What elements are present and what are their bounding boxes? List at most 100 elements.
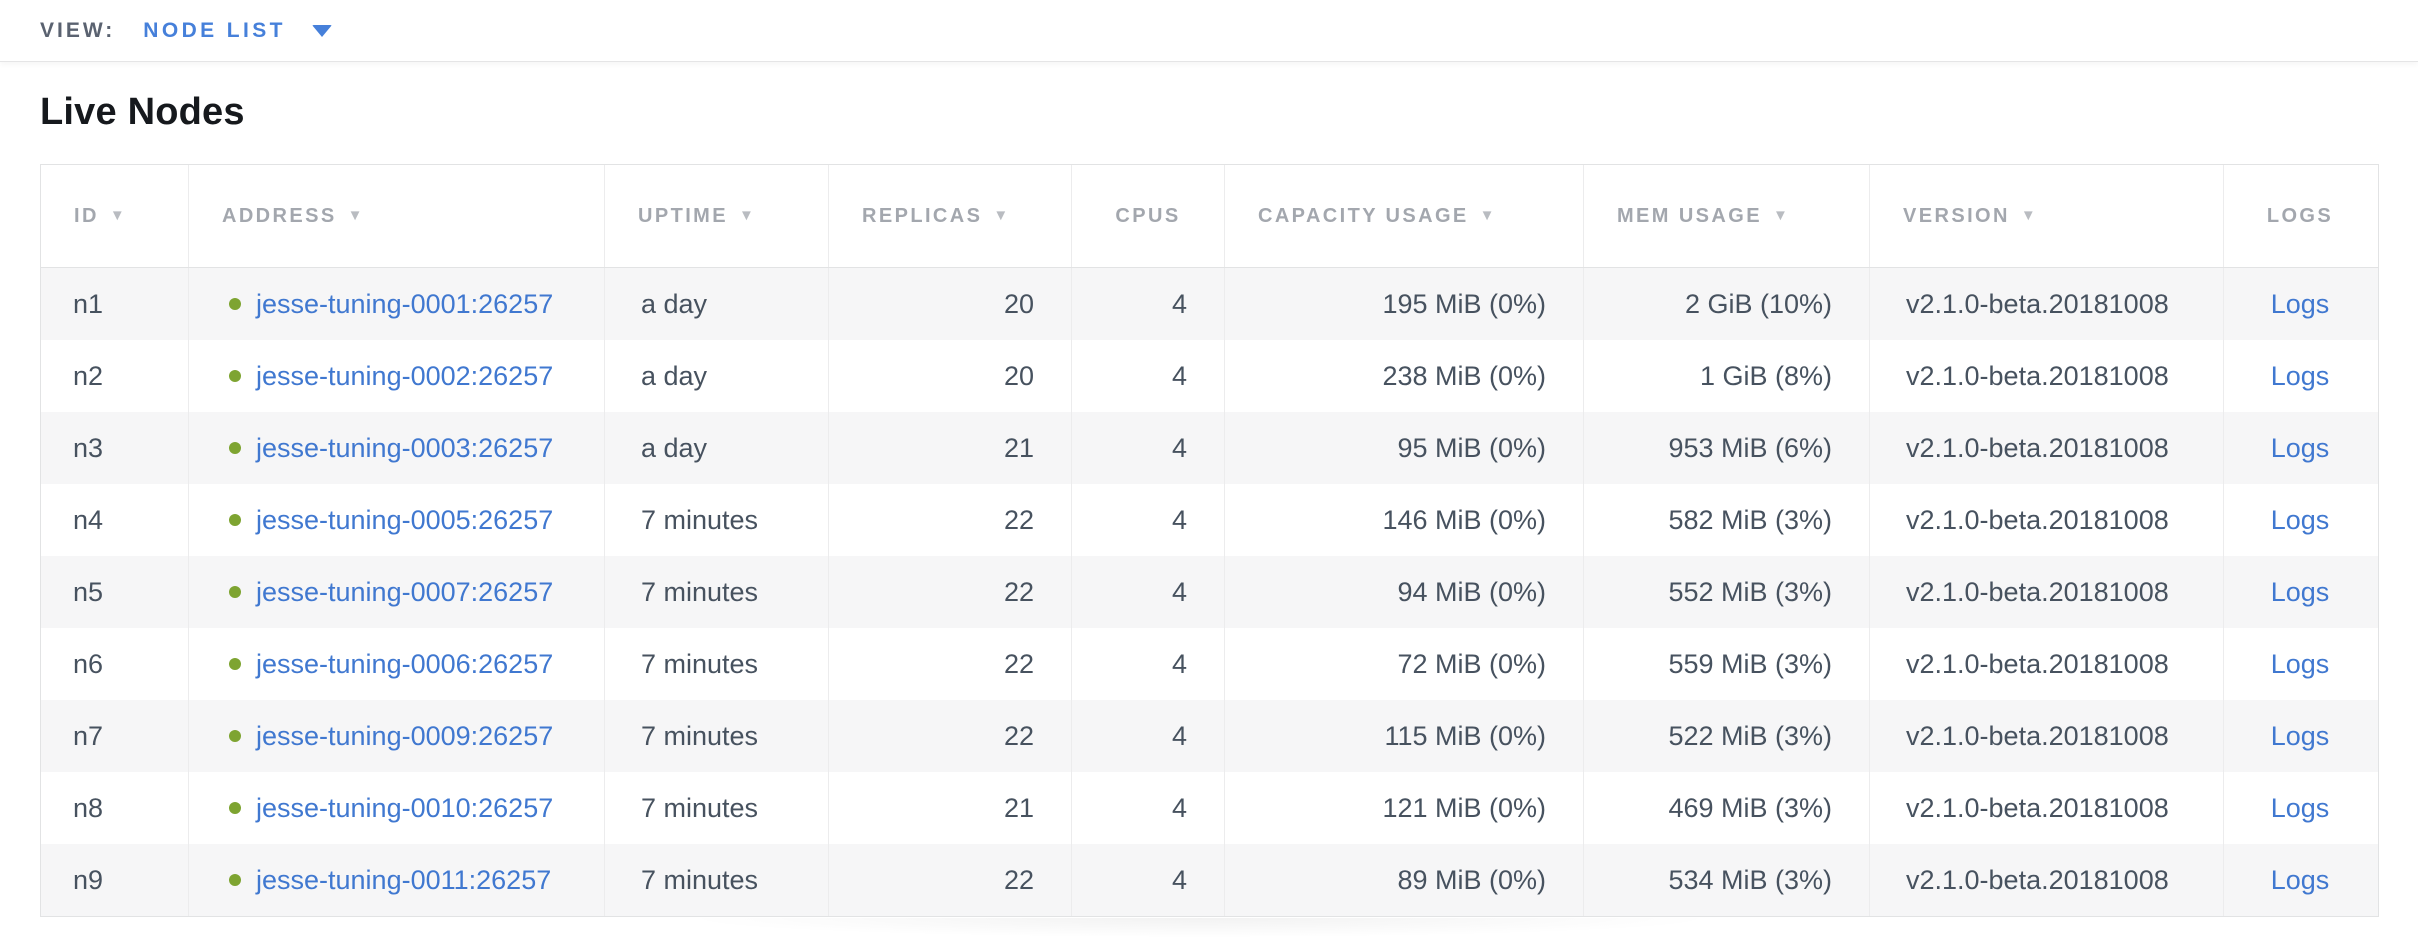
column-header-label: CAPACITY USAGE (1258, 204, 1469, 227)
node-logs-link[interactable]: Logs (2270, 504, 2330, 535)
cell-version: v2.1.0-beta.20181008 (1870, 700, 2224, 772)
node-address-link[interactable]: jesse-tuning-0010:26257 (256, 792, 554, 823)
column-header-address[interactable]: ADDRESS ▼ (189, 165, 605, 267)
cell-cpus: 4 (1072, 628, 1225, 700)
cell-id: n2 (41, 340, 189, 412)
chevron-down-icon (311, 24, 332, 37)
column-header-uptime[interactable]: UPTIME ▼ (605, 165, 829, 267)
cell-version: v2.1.0-beta.20181008 (1870, 844, 2224, 916)
cell-value-cpus: 4 (1171, 720, 1187, 751)
cell-value-uptime: 7 minutes (641, 720, 759, 751)
node-address-link[interactable]: jesse-tuning-0005:26257 (256, 504, 554, 535)
cell-address: jesse-tuning-0001:26257 (189, 268, 605, 340)
cell-value-uptime: 7 minutes (641, 576, 759, 607)
node-logs-link[interactable]: Logs (2270, 576, 2330, 607)
cell-value-id: n4 (73, 504, 104, 535)
cell-id: n4 (41, 484, 189, 556)
node-live-status-icon (229, 298, 241, 310)
node-logs-link[interactable]: Logs (2270, 792, 2330, 823)
cell-replicas: 22 (829, 484, 1072, 556)
cell-cpus: 4 (1072, 412, 1225, 484)
cell-value-capacity: 72 MiB (0%) (1397, 648, 1546, 679)
table-row: n1 jesse-tuning-0001:26257 a day 20 4 195 MiB… (41, 268, 2378, 340)
view-label: VIEW: (40, 18, 116, 42)
column-header-cpus: CPUS (1072, 165, 1225, 267)
node-live-status-icon (229, 874, 241, 886)
cell-value-cpus: 4 (1171, 648, 1187, 679)
node-logs-link[interactable]: Logs (2270, 288, 2330, 319)
cell-cpus: 4 (1072, 700, 1225, 772)
node-address-link[interactable]: jesse-tuning-0009:26257 (256, 720, 554, 751)
node-address-link[interactable]: jesse-tuning-0011:26257 (256, 864, 552, 895)
cell-capacity: 115 MiB (0%) (1225, 700, 1584, 772)
node-logs-link[interactable]: Logs (2270, 864, 2330, 895)
cell-replicas: 22 (829, 628, 1072, 700)
cell-replicas: 21 (829, 412, 1072, 484)
cell-value-replicas: 22 (1003, 648, 1034, 679)
cell-value-version: v2.1.0-beta.20181008 (1906, 576, 2169, 607)
node-logs-link[interactable]: Logs (2270, 432, 2330, 463)
node-address-link[interactable]: jesse-tuning-0001:26257 (256, 288, 554, 319)
cell-capacity: 238 MiB (0%) (1225, 340, 1584, 412)
cell-logs: Logs (2224, 484, 2376, 556)
cell-id: n9 (41, 844, 189, 916)
sort-arrow-icon: ▼ (1772, 206, 1791, 224)
column-header-label: ADDRESS (222, 204, 337, 227)
node-logs-link[interactable]: Logs (2270, 648, 2330, 679)
content-area: Live Nodes ID ▼ ADDRESS ▼ UPTIME ▼ REPLICAS ▼ CP… (0, 90, 2418, 946)
page-title: Live Nodes (40, 91, 245, 133)
cell-id: n7 (41, 700, 189, 772)
column-header-replicas[interactable]: REPLICAS ▼ (829, 165, 1072, 267)
cell-value-capacity: 94 MiB (0%) (1397, 576, 1546, 607)
node-live-status-icon (229, 442, 241, 454)
column-header-capacity[interactable]: CAPACITY USAGE ▼ (1225, 165, 1584, 267)
cell-value-version: v2.1.0-beta.20181008 (1906, 288, 2169, 319)
cell-value-replicas: 21 (1003, 792, 1034, 823)
cell-address: jesse-tuning-0011:26257 (189, 844, 605, 916)
cell-value-capacity: 89 MiB (0%) (1397, 864, 1546, 895)
sort-arrow-icon: ▼ (109, 206, 128, 224)
cell-id: n1 (41, 268, 189, 340)
cell-value-replicas: 21 (1003, 432, 1034, 463)
cell-mem: 2 GiB (10%) (1584, 268, 1870, 340)
cell-address: jesse-tuning-0002:26257 (189, 340, 605, 412)
view-dropdown[interactable]: NODE LIST (143, 19, 332, 43)
cell-replicas: 22 (829, 556, 1072, 628)
column-header-id[interactable]: ID ▼ (41, 165, 189, 267)
cell-value-id: n7 (73, 720, 104, 751)
column-header-label: MEM USAGE (1617, 204, 1762, 227)
column-header-version[interactable]: VERSION ▼ (1870, 165, 2224, 267)
cell-cpus: 4 (1072, 844, 1225, 916)
cell-capacity: 94 MiB (0%) (1225, 556, 1584, 628)
cell-logs: Logs (2224, 772, 2376, 844)
cell-mem: 953 MiB (6%) (1584, 412, 1870, 484)
table-row: n4 jesse-tuning-0005:26257 7 minutes 22 4 146… (41, 484, 2378, 556)
cell-value-version: v2.1.0-beta.20181008 (1906, 792, 2169, 823)
cell-capacity: 72 MiB (0%) (1225, 628, 1584, 700)
cell-value-version: v2.1.0-beta.20181008 (1906, 864, 2169, 895)
cell-value-id: n5 (73, 576, 104, 607)
node-logs-link[interactable]: Logs (2270, 720, 2330, 751)
node-logs-link[interactable]: Logs (2270, 360, 2330, 391)
node-address-link[interactable]: jesse-tuning-0007:26257 (256, 576, 554, 607)
node-address-link[interactable]: jesse-tuning-0002:26257 (256, 360, 554, 391)
cell-capacity: 146 MiB (0%) (1225, 484, 1584, 556)
cell-value-cpus: 4 (1171, 576, 1187, 607)
table-row: n9 jesse-tuning-0011:26257 7 minutes 22 4 89 … (41, 844, 2378, 916)
table-row: n3 jesse-tuning-0003:26257 a day 21 4 95 MiB … (41, 412, 2378, 484)
cell-value-mem: 953 MiB (6%) (1668, 432, 1832, 463)
cell-version: v2.1.0-beta.20181008 (1870, 268, 2224, 340)
cell-address: jesse-tuning-0007:26257 (189, 556, 605, 628)
table-row: n2 jesse-tuning-0002:26257 a day 20 4 238 MiB… (41, 340, 2378, 412)
column-header-label: CPUS (1115, 204, 1181, 227)
node-live-status-icon (229, 802, 241, 814)
node-address-link[interactable]: jesse-tuning-0003:26257 (256, 432, 554, 463)
cell-value-uptime: 7 minutes (641, 792, 759, 823)
node-address-link[interactable]: jesse-tuning-0006:26257 (256, 648, 554, 679)
cell-uptime: a day (605, 340, 829, 412)
cell-version: v2.1.0-beta.20181008 (1870, 556, 2224, 628)
cell-mem: 469 MiB (3%) (1584, 772, 1870, 844)
cell-logs: Logs (2224, 700, 2376, 772)
node-live-status-icon (229, 658, 241, 670)
column-header-mem[interactable]: MEM USAGE ▼ (1584, 165, 1870, 267)
